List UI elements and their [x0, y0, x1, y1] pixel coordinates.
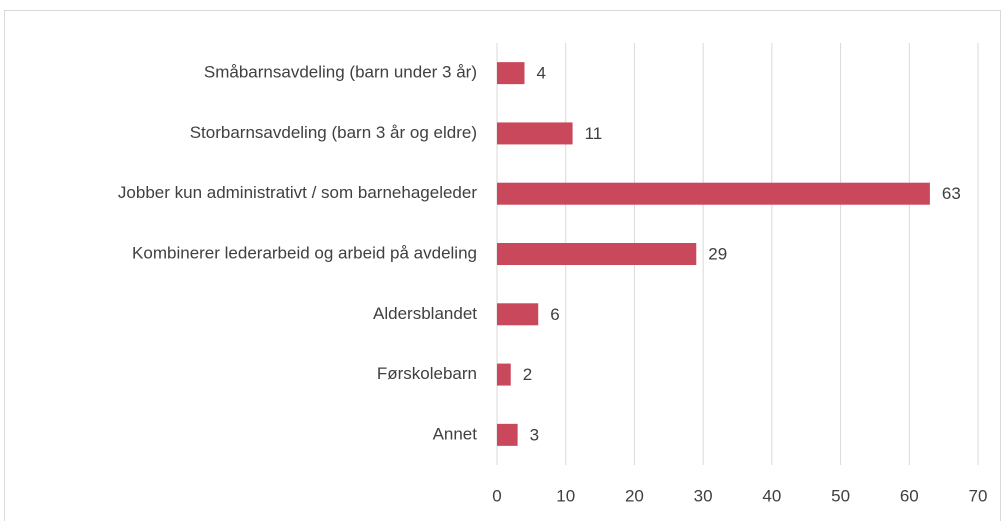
y-tick-label: Aldersblandet: [373, 304, 477, 323]
data-label: 2: [523, 365, 532, 384]
data-label: 63: [942, 184, 961, 203]
y-tick-label: Kombinerer lederarbeid og arbeid på avde…: [132, 243, 477, 262]
data-label: 11: [585, 124, 603, 143]
bar: [497, 363, 511, 386]
y-tick-label: Jobber kun administrativt / som barnehag…: [118, 183, 477, 202]
data-label: 4: [536, 64, 545, 83]
x-tick-label: 30: [694, 486, 713, 505]
x-tick-label: 60: [900, 486, 919, 505]
bar: [497, 303, 539, 326]
bar: [497, 423, 518, 446]
x-tick-label: 0: [492, 486, 501, 505]
x-tick-label: 40: [762, 486, 781, 505]
x-tick-label: 70: [969, 486, 988, 505]
x-tick-label: 50: [831, 486, 850, 505]
y-tick-label: Storbarnsavdeling (barn 3 år og eldre): [190, 123, 477, 142]
y-tick-label: Småbarnsavdeling (barn under 3 år): [204, 63, 477, 82]
x-tick-label: 20: [625, 486, 644, 505]
bar: [497, 243, 697, 265]
data-label: 29: [708, 244, 727, 263]
bar: [497, 62, 525, 85]
bar: [497, 122, 573, 145]
y-tick-label: Annet: [433, 424, 478, 443]
bar: [497, 182, 930, 205]
y-tick-label: Førskolebarn: [377, 364, 477, 383]
x-tick-label: 10: [556, 486, 575, 505]
data-label: 6: [550, 305, 559, 324]
data-label: 3: [530, 425, 539, 444]
